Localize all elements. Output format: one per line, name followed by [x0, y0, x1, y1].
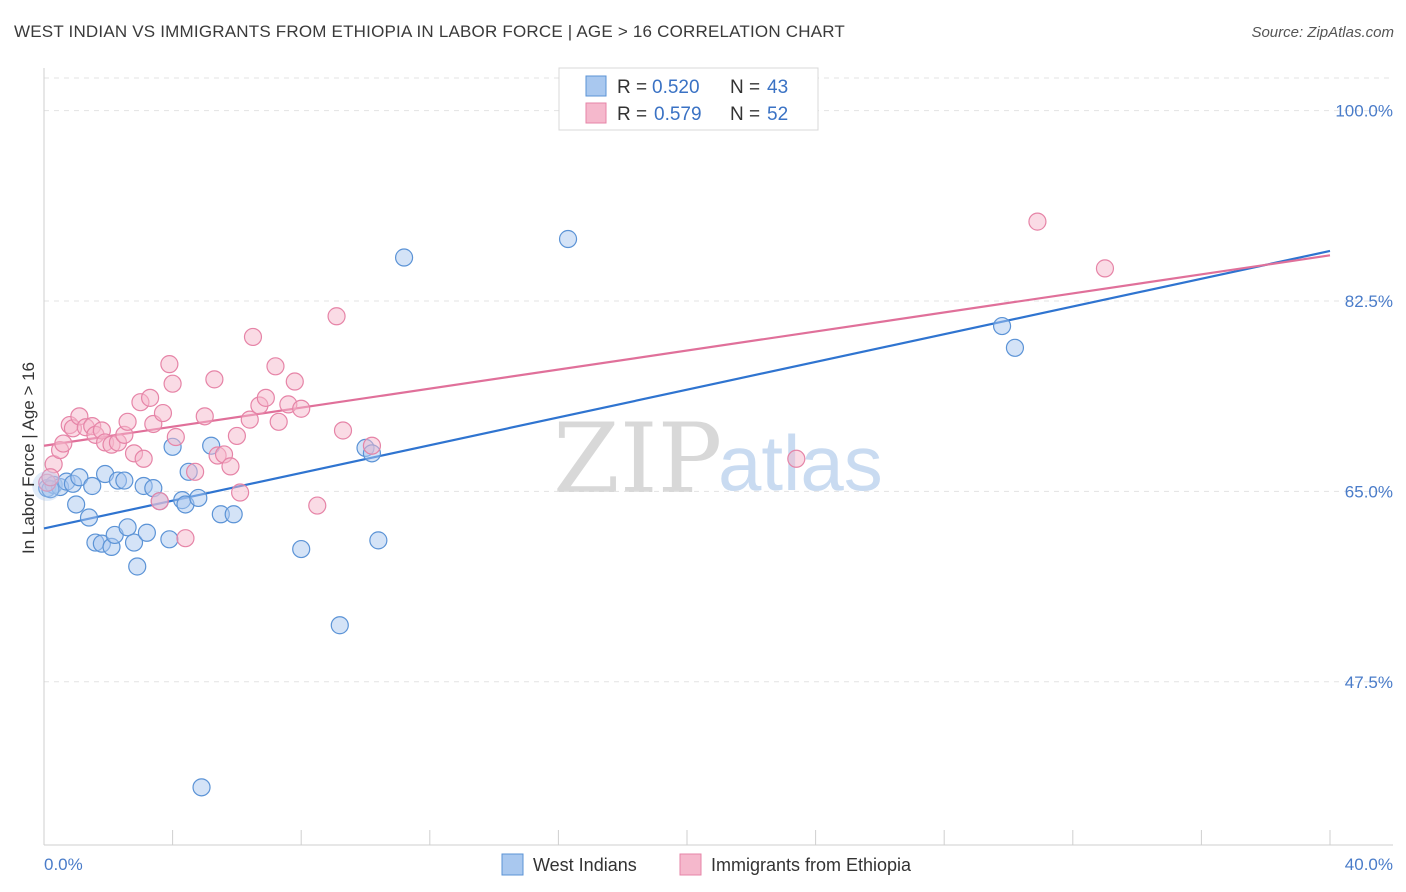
west-indian-point [394, 248, 414, 267]
ethiopia-point [285, 372, 304, 391]
legend-n-label-2: N = [730, 104, 760, 125]
west-indian-point [118, 518, 137, 537]
ethiopia-point [195, 407, 214, 426]
west-indian-point [330, 616, 349, 635]
series-swatch-ethiopia [679, 853, 702, 876]
ethiopia-point [134, 449, 153, 468]
axes [43, 68, 1393, 846]
west-indian-point [79, 508, 99, 527]
west-indian-cluster-point [32, 470, 63, 501]
series-label-west-indians: West Indians [533, 855, 637, 875]
ethiopia-point [41, 468, 60, 487]
grid-lines [44, 77, 1393, 683]
x-tick-label-max: 40.0% [1345, 855, 1393, 874]
west-indian-point [992, 316, 1012, 336]
legend-r-value-2: 0.579 [654, 104, 702, 125]
ethiopia-point [221, 457, 240, 476]
legend-n-label-1: N = [730, 77, 760, 98]
west-indian-point [192, 778, 211, 797]
legend-r-label-1: R = [617, 77, 647, 98]
data-points [32, 212, 1115, 797]
west-indian-point [115, 471, 134, 490]
ethiopia-point [327, 307, 346, 326]
ethiopia-point [118, 412, 137, 431]
ethiopia-point [240, 410, 259, 429]
west-indian-point [160, 530, 179, 549]
ethiopia-point [160, 355, 179, 374]
legend-n-value-2: 52 [767, 104, 788, 125]
west-indian-point [124, 533, 144, 552]
ethiopia-point [140, 388, 160, 407]
ethiopia-point [269, 412, 288, 431]
y-tick-labels: 100.0% 82.5% 65.0% 47.5% [1335, 102, 1393, 692]
series-label-ethiopia: Immigrants from Ethiopia [711, 855, 912, 875]
ethiopia-point [1028, 212, 1047, 231]
series-legend: West Indians Immigrants from Ethiopia [501, 853, 912, 876]
ethiopia-point [266, 357, 285, 376]
legend-swatch-pink [585, 102, 607, 124]
ethiopia-point [308, 496, 327, 515]
west-indian-point [292, 539, 311, 559]
y-tick-label: 47.5% [1345, 673, 1393, 692]
west-indian-point [128, 557, 147, 576]
legend-n-value-1: 43 [767, 77, 788, 98]
west-indian-point [137, 523, 156, 542]
y-tick-label: 82.5% [1345, 292, 1393, 311]
legend-swatch-blue [585, 75, 607, 97]
x-tick-label-min: 0.0% [44, 855, 83, 874]
ethiopia-point [787, 449, 806, 468]
chart-title: WEST INDIAN VS IMMIGRANTS FROM ETHIOPIA … [14, 22, 846, 41]
y-axis-label: In Labor Force | Age > 16 [19, 362, 38, 554]
ethiopia-point [1095, 259, 1115, 278]
west-indian-point [224, 505, 243, 524]
ethiopia-point [256, 388, 275, 407]
ethiopia-point [150, 492, 169, 511]
correlation-legend: R = 0.520 N = 43 R = 0.579 N = 52 [558, 67, 819, 131]
legend-r-label-2: R = [617, 104, 647, 125]
west-indian-point [70, 468, 89, 487]
ethiopia-point [176, 529, 195, 548]
y-tick-label: 65.0% [1345, 482, 1393, 501]
west-indian-point [83, 476, 102, 496]
ethiopia-point [163, 374, 182, 393]
ethiopia-point [231, 483, 250, 502]
west-indian-point [1005, 338, 1025, 357]
ethiopia-point [166, 427, 185, 447]
ethiopia-point [205, 370, 224, 389]
west-indian-trend-line [43, 249, 1331, 530]
ethiopia-point [54, 434, 73, 453]
ethiopia-point [243, 327, 263, 347]
chart-source: Source: ZipAtlas.com [1251, 24, 1394, 41]
ethiopia-point [153, 403, 173, 423]
ethiopia-point [227, 426, 246, 446]
ethiopia-point [362, 436, 382, 455]
ethiopia-point [186, 462, 205, 481]
ethiopia-point [292, 399, 311, 418]
west-indian-point [189, 488, 208, 508]
watermark-zip: ZIP [553, 403, 722, 515]
series-swatch-west-indians [501, 853, 524, 876]
legend-r-value-1: 0.520 [652, 77, 700, 98]
west-indian-point [369, 531, 388, 550]
west-indian-point [558, 229, 578, 249]
west-indian-point [67, 495, 86, 514]
ethiopia-point [333, 421, 353, 440]
y-tick-label: 100.0% [1335, 102, 1393, 121]
